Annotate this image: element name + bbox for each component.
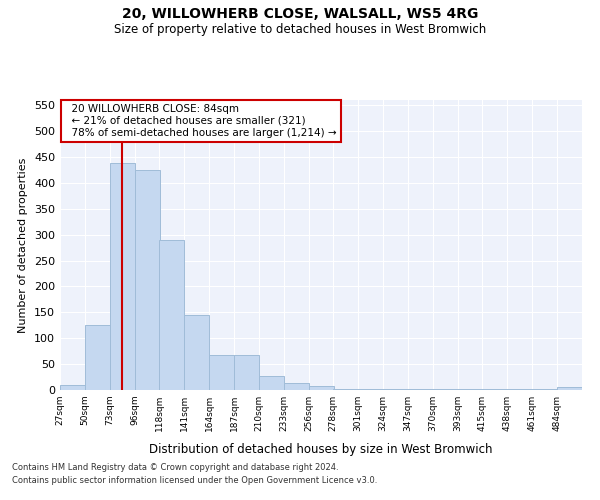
Bar: [333, 389, 358, 390]
Bar: [110, 163, 135, 390]
Bar: [557, 388, 582, 390]
Bar: [135, 170, 160, 390]
Y-axis label: Number of detached properties: Number of detached properties: [19, 158, 28, 332]
Bar: [309, 386, 334, 390]
Bar: [234, 355, 259, 390]
Bar: [259, 376, 284, 390]
Bar: [209, 355, 234, 390]
Bar: [85, 326, 110, 390]
Text: Size of property relative to detached houses in West Bromwich: Size of property relative to detached ho…: [114, 22, 486, 36]
Text: 20, WILLOWHERB CLOSE, WALSALL, WS5 4RG: 20, WILLOWHERB CLOSE, WALSALL, WS5 4RG: [122, 8, 478, 22]
Bar: [60, 385, 85, 390]
Text: Contains HM Land Registry data © Crown copyright and database right 2024.: Contains HM Land Registry data © Crown c…: [12, 464, 338, 472]
Text: Contains public sector information licensed under the Open Government Licence v3: Contains public sector information licen…: [12, 476, 377, 485]
Bar: [159, 240, 184, 390]
Bar: [284, 384, 309, 390]
Bar: [184, 315, 209, 390]
Text: Distribution of detached houses by size in West Bromwich: Distribution of detached houses by size …: [149, 442, 493, 456]
Bar: [358, 389, 383, 390]
Text: 20 WILLOWHERB CLOSE: 84sqm
  ← 21% of detached houses are smaller (321)
  78% of: 20 WILLOWHERB CLOSE: 84sqm ← 21% of deta…: [65, 104, 337, 138]
